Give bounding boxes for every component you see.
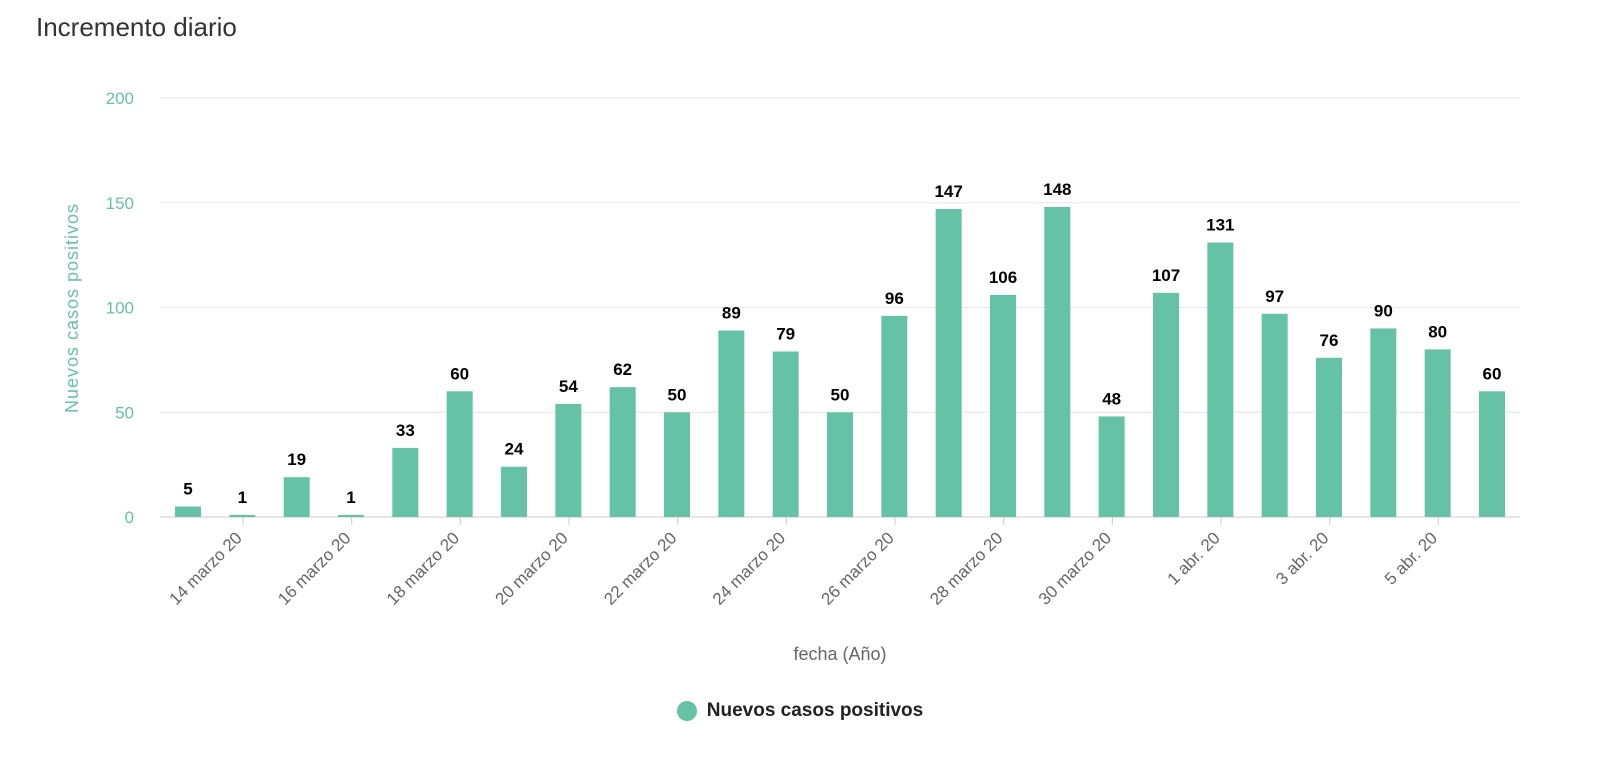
data-label: 80 <box>1428 322 1447 341</box>
chart-title: Incremento diario <box>36 12 237 42</box>
x-tick-label: 24 marzo 20 <box>709 528 789 608</box>
x-tick-label: 1 abr. 20 <box>1164 528 1224 588</box>
data-label: 19 <box>287 450 306 469</box>
legend-label: Nuevos casos positivos <box>706 700 924 721</box>
x-tick-label: 26 marzo 20 <box>818 528 898 608</box>
bar[interactable] <box>338 514 364 517</box>
data-label: 5 <box>183 480 192 499</box>
bar[interactable] <box>609 387 636 517</box>
bar[interactable] <box>283 477 310 517</box>
data-label: 79 <box>776 324 795 343</box>
bar[interactable] <box>1316 357 1342 517</box>
bar[interactable] <box>1370 328 1397 517</box>
x-tick-label: 16 marzo 20 <box>274 528 354 608</box>
bar[interactable] <box>1424 349 1451 517</box>
data-label: 60 <box>1483 364 1502 383</box>
legend-item[interactable]: Nuevos casos positivos <box>676 700 924 722</box>
bar[interactable] <box>990 294 1016 517</box>
data-label: 89 <box>722 304 741 323</box>
bar[interactable] <box>1261 313 1288 517</box>
legend-swatch-icon <box>676 701 697 721</box>
bar[interactable] <box>175 506 201 517</box>
bar[interactable] <box>664 412 690 517</box>
bar[interactable] <box>718 330 745 517</box>
x-tick-label: 30 marzo 20 <box>1035 528 1115 608</box>
bar[interactable] <box>1207 242 1234 517</box>
x-tick-label: 28 marzo 20 <box>926 528 1006 608</box>
x-tick-label: 14 marzo 20 <box>166 528 246 608</box>
data-label: 148 <box>1043 180 1071 199</box>
bar[interactable] <box>555 403 582 517</box>
data-label: 106 <box>989 268 1017 287</box>
data-label: 50 <box>831 385 850 404</box>
bar[interactable] <box>935 209 962 517</box>
y-tick-label: 50 <box>115 403 134 422</box>
data-label: 62 <box>613 360 632 379</box>
data-labels: 5 1 19 1 33 60 24 54 62 50 89 79 50 96 147 106 148 48 107 1… <box>183 180 1501 507</box>
data-label: 76 <box>1320 331 1339 350</box>
bar[interactable] <box>1153 292 1179 517</box>
data-label: 131 <box>1206 216 1234 235</box>
bar[interactable] <box>827 412 853 517</box>
bar[interactable] <box>392 447 419 517</box>
y-axis-ticks: 0 50 100 150 200 <box>106 89 134 527</box>
bar[interactable] <box>1479 391 1505 517</box>
data-label: 1 <box>346 488 355 507</box>
x-tick-label: 20 marzo 20 <box>492 528 572 608</box>
bar[interactable] <box>501 466 527 517</box>
y-tick-label: 150 <box>106 194 134 213</box>
data-label: 107 <box>1152 266 1180 285</box>
bar-chart: 0 50 100 150 200 5 1 19 1 33 60 24 54 62 50 89 79 50 96 14… <box>62 89 1520 664</box>
data-label: 24 <box>505 440 524 459</box>
data-label: 1 <box>238 488 247 507</box>
x-tick-label: 3 abr. 20 <box>1272 528 1332 588</box>
x-axis-ticks: 14 marzo 20 16 marzo 20 18 marzo 20 20 marz… <box>166 517 1441 609</box>
bar[interactable] <box>881 315 908 517</box>
bar[interactable] <box>1044 206 1071 517</box>
y-axis-title: Nuevos casos positivos <box>62 203 82 413</box>
data-label: 48 <box>1102 389 1121 408</box>
x-axis-title: fecha (Año) <box>793 644 886 664</box>
y-tick-label: 0 <box>125 508 134 527</box>
bar[interactable] <box>1098 416 1125 517</box>
bar[interactable] <box>446 391 473 517</box>
y-tick-label: 200 <box>106 89 134 108</box>
x-tick-label: 22 marzo 20 <box>600 528 680 608</box>
bars <box>175 206 1505 517</box>
data-label: 60 <box>450 364 469 383</box>
legend: Nuevos casos positivos <box>0 700 1600 722</box>
x-tick-label: 18 marzo 20 <box>383 528 463 608</box>
x-tick-label: 5 abr. 20 <box>1381 528 1441 588</box>
bar[interactable] <box>229 514 256 517</box>
data-label: 50 <box>668 385 687 404</box>
y-tick-label: 100 <box>106 299 134 318</box>
data-label: 147 <box>934 182 962 201</box>
data-label: 97 <box>1265 287 1284 306</box>
data-label: 33 <box>396 421 415 440</box>
data-label: 54 <box>559 377 578 396</box>
data-label: 90 <box>1374 301 1393 320</box>
bar[interactable] <box>772 351 799 517</box>
data-label: 96 <box>885 289 904 308</box>
